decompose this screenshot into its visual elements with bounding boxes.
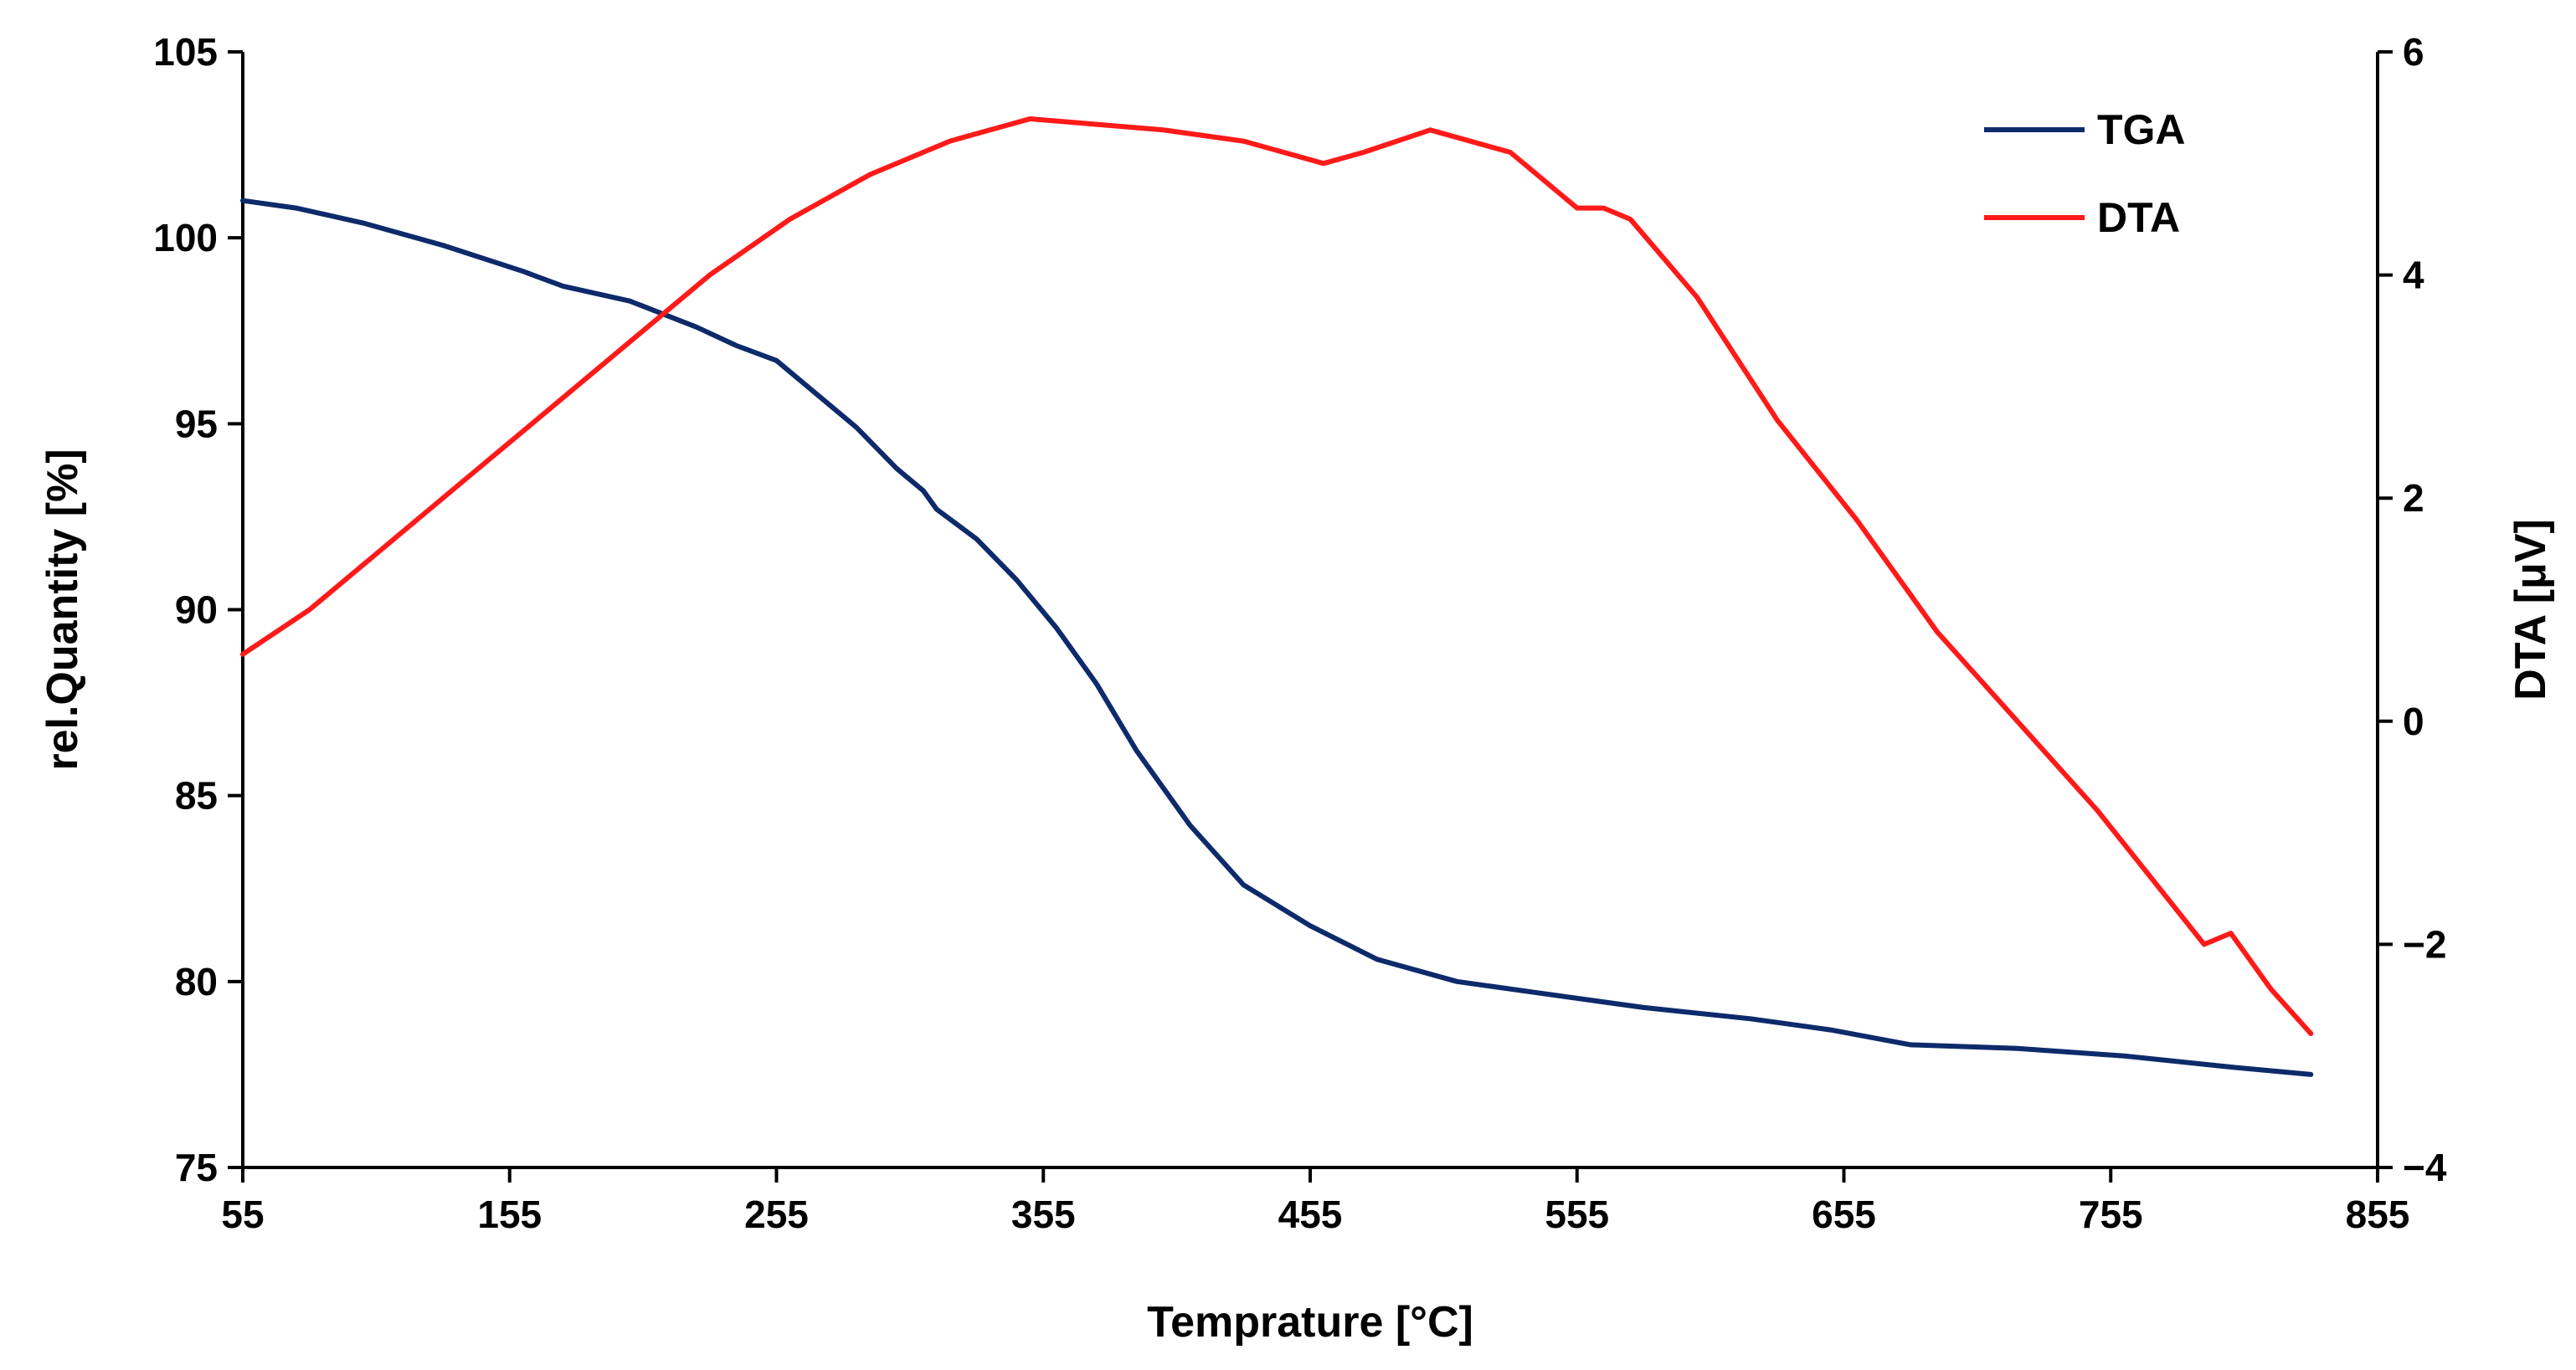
y-tick-label: 95 — [175, 402, 218, 445]
series-line-tga — [240, 198, 2314, 1077]
y-axis-title: rel.Quantity [%] — [39, 449, 87, 770]
x-tick-label: 755 — [2079, 1193, 2143, 1236]
y-tick-label: 75 — [175, 1146, 218, 1189]
y2-tick-label: 4 — [2403, 254, 2424, 297]
x-axis-title: Temprature [°C] — [1147, 1298, 1473, 1347]
y-tick-label: 85 — [175, 774, 218, 818]
y2-axis-title: DTA [μV] — [2507, 519, 2555, 700]
y2-tick-label: −4 — [2403, 1146, 2447, 1189]
y2-tick-label: 0 — [2403, 700, 2424, 743]
x-tick-label: 655 — [1812, 1193, 1876, 1236]
x-tick-label: 355 — [1011, 1193, 1076, 1236]
y-tick-label: 100 — [153, 216, 218, 259]
x-tick-label: 255 — [744, 1193, 809, 1236]
x-tick-label: 455 — [1278, 1193, 1343, 1236]
y2-tick-label: 2 — [2403, 476, 2424, 520]
y2-tick-label: 6 — [2403, 30, 2424, 74]
x-tick-label: 155 — [477, 1193, 542, 1236]
y-tick-label: 80 — [175, 960, 218, 1003]
x-tick-label: 855 — [2346, 1193, 2410, 1236]
y2-tick-label: −2 — [2403, 922, 2446, 966]
legend-label-tga: TGA — [2097, 106, 2186, 153]
y-tick-label: 90 — [175, 588, 218, 632]
legend-label-dta: DTA — [2097, 194, 2180, 241]
x-tick-label: 555 — [1545, 1193, 1609, 1236]
y-tick-label: 105 — [153, 30, 218, 74]
x-tick-label: 55 — [221, 1193, 264, 1236]
series-line-dta — [240, 116, 2314, 1036]
